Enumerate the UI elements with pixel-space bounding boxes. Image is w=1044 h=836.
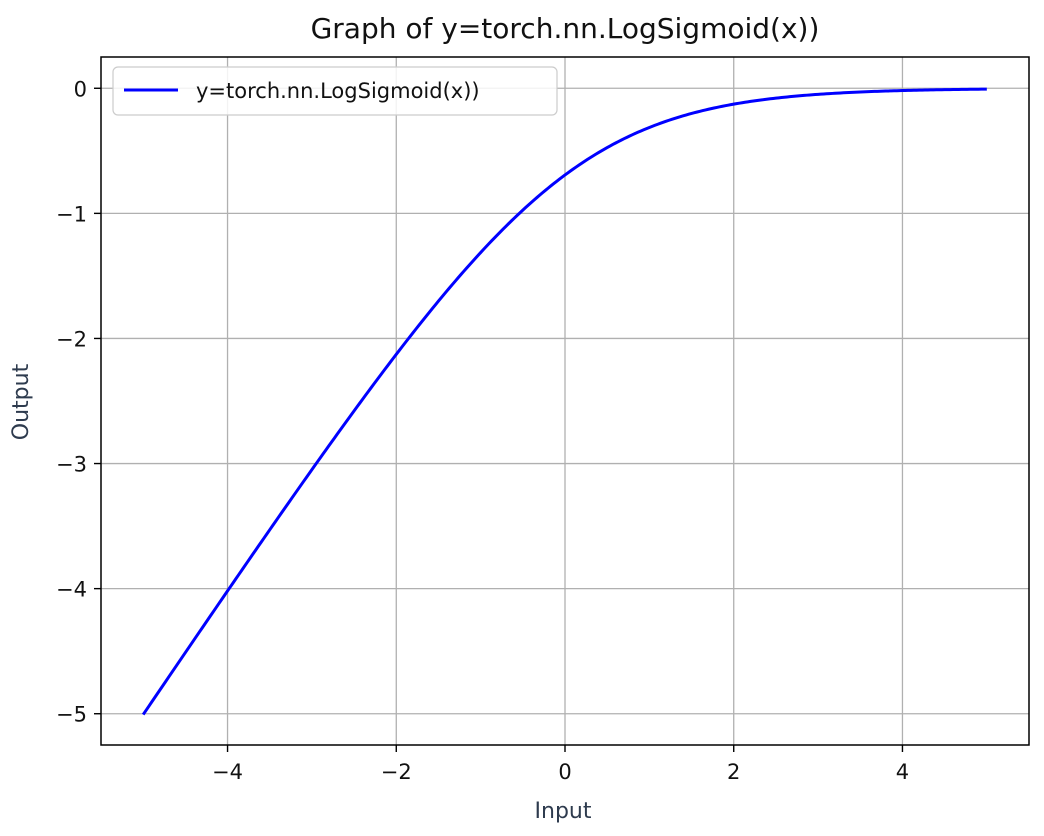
x-tick-label: −2: [381, 760, 412, 784]
ticks: −4 −2 0 2 4 0 −1 −2 −3 −4 −5: [56, 77, 909, 784]
y-tick-label: 0: [74, 77, 87, 101]
series-layer: [141, 87, 987, 716]
legend: y=torch.nn.LogSigmoid(x)): [112, 66, 558, 116]
series-line: [141, 87, 987, 716]
y-tick-label: −2: [56, 327, 87, 351]
y-axis-label: Output: [9, 363, 34, 440]
y-tick-label: −3: [56, 453, 87, 477]
y-tick-label: −5: [56, 703, 87, 727]
y-tick-label: −1: [56, 202, 87, 226]
x-tick-label: 0: [558, 760, 571, 784]
legend-box: [112, 66, 558, 116]
chart-title: Graph of y=torch.nn.LogSigmoid(x)): [311, 12, 820, 45]
x-axis-label: Input: [535, 799, 592, 824]
y-tick-label: −4: [56, 578, 87, 602]
x-tick-label: 4: [896, 760, 909, 784]
legend-label: y=torch.nn.LogSigmoid(x)): [196, 79, 480, 103]
x-tick-label: −4: [212, 760, 243, 784]
x-tick-label: 2: [727, 760, 740, 784]
